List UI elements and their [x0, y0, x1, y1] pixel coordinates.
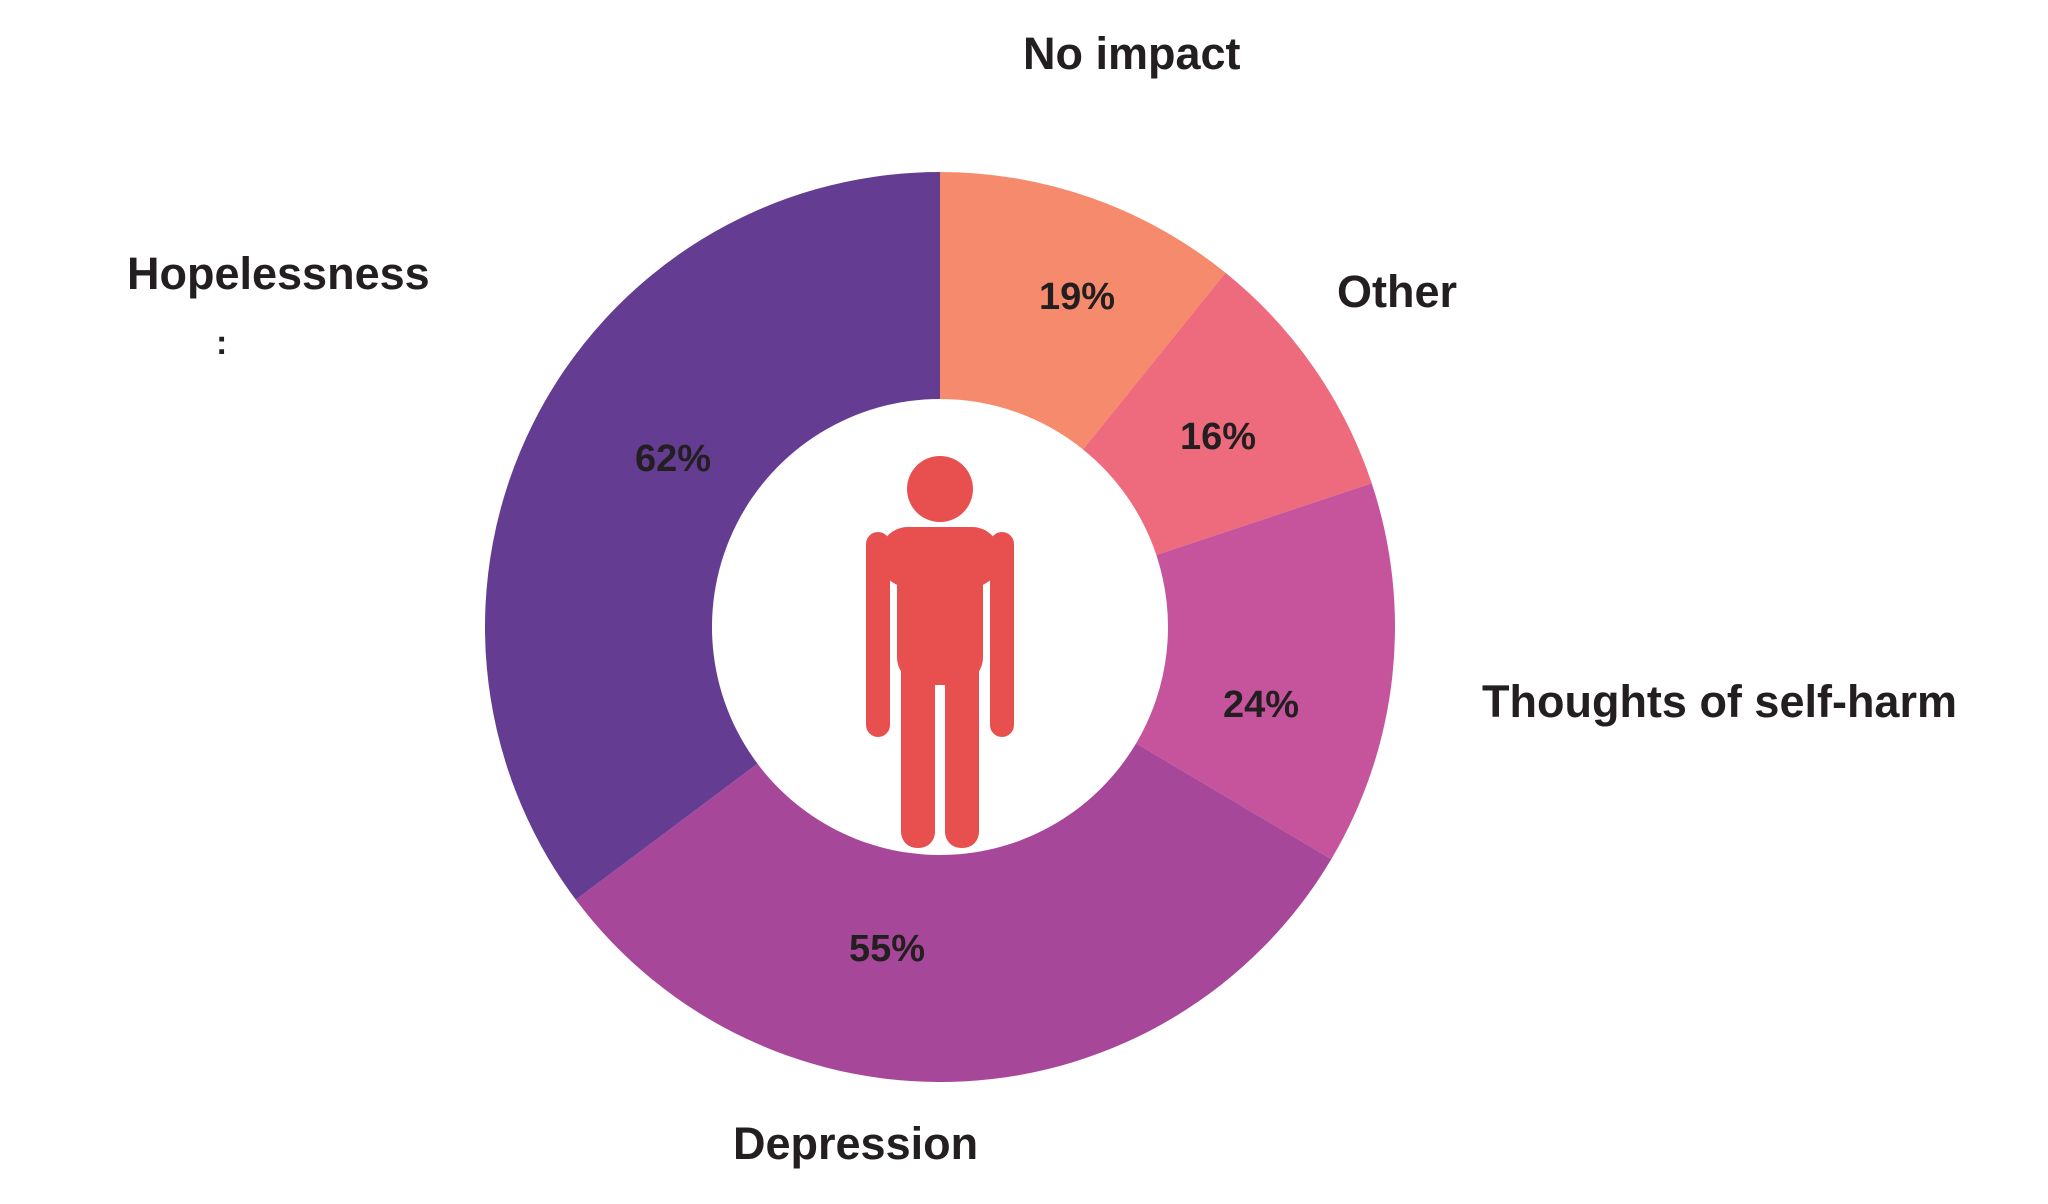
stray-colon-mark: : — [216, 324, 228, 362]
value-label-depression: 55% — [848, 928, 926, 971]
person-left-arm — [866, 532, 890, 737]
donut-slices — [484, 171, 1396, 1083]
value-label-thoughts-of-self-harm: 24% — [1222, 684, 1300, 727]
label-depression: Depression — [733, 1118, 979, 1169]
label-no-impact: No impact — [1023, 28, 1241, 79]
slice-depression — [575, 743, 1332, 1083]
person-icon — [866, 456, 1014, 848]
person-left-leg — [901, 630, 935, 848]
label-thoughts-of-self-harm: Thoughts of self-harm — [1482, 676, 1957, 727]
value-label-other: 16% — [1179, 416, 1257, 459]
slice-thoughts-of-self-harm — [1136, 483, 1396, 860]
value-label-no-impact: 19% — [1038, 276, 1116, 319]
person-shoulders — [880, 527, 1000, 587]
person-head — [907, 456, 973, 522]
slice-other — [1083, 272, 1372, 555]
person-right-leg — [945, 630, 979, 848]
slice-no-impact — [940, 172, 1226, 450]
slice-hopelessness — [484, 171, 940, 900]
value-label-hopelessness: 62% — [634, 438, 712, 481]
label-hopelessness: Hopelessness — [127, 248, 430, 299]
label-other: Other — [1337, 266, 1458, 317]
person-right-arm — [990, 532, 1014, 737]
